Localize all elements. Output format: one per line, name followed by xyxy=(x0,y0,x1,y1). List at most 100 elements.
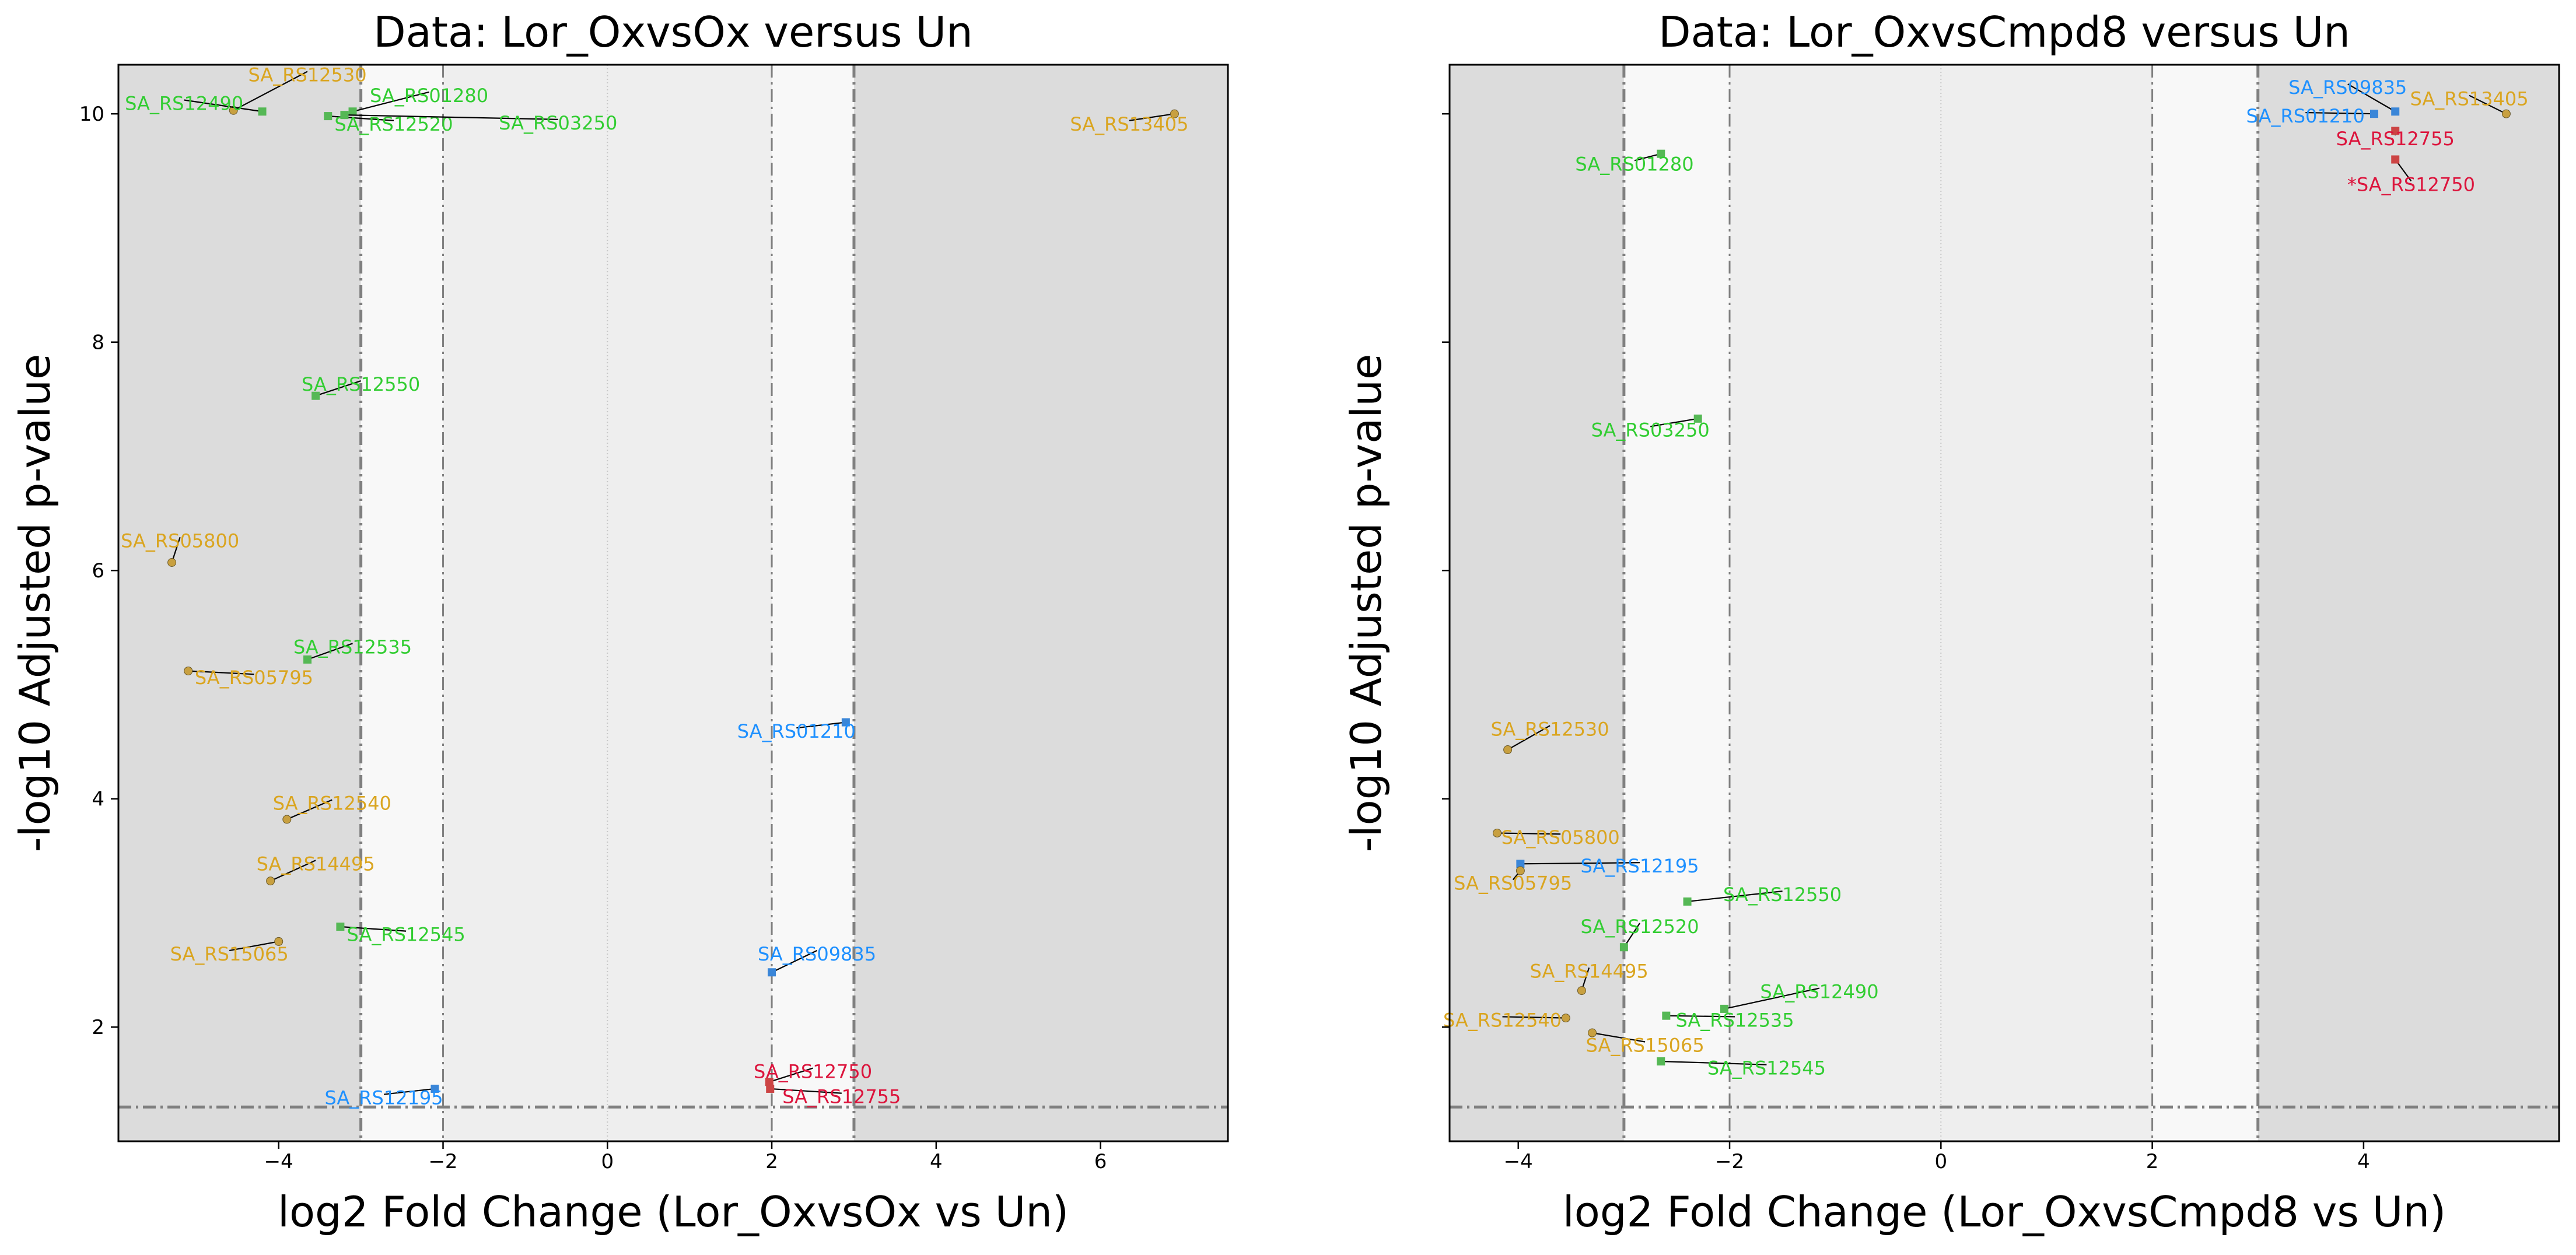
data-point xyxy=(1561,1014,1570,1023)
label-connector xyxy=(184,99,262,113)
y-tick-label: 6 xyxy=(92,559,104,583)
point-label: SA_RS12195 xyxy=(325,1087,443,1109)
chart-title: Data: Lor_OxvsCmpd8 versus Un xyxy=(1658,8,2350,57)
point-label: SA_RS01280 xyxy=(1575,153,1693,175)
data-point xyxy=(2391,155,2400,164)
point-label: SA_RS05795 xyxy=(195,667,313,689)
label-connector xyxy=(328,115,394,121)
label-connector xyxy=(771,949,818,973)
label-connector xyxy=(229,941,279,951)
point-label: SA_RS12755 xyxy=(782,1086,901,1108)
data-point xyxy=(2501,109,2511,118)
data-point xyxy=(167,558,177,567)
point-label: SA_RS12535 xyxy=(1676,1009,1794,1031)
point-label: SA_RS12490 xyxy=(1760,981,1878,1003)
data-point xyxy=(765,1078,774,1086)
label-connector xyxy=(2305,111,2375,115)
data-point xyxy=(229,106,238,115)
point-label: SA_RS09835 xyxy=(758,943,876,965)
label-connector xyxy=(1650,418,1698,427)
data-point xyxy=(266,877,275,886)
point-label: SA_RS03250 xyxy=(499,112,617,134)
data-point xyxy=(1662,1011,1671,1020)
data-point xyxy=(348,107,357,116)
data-point xyxy=(1619,943,1628,952)
x-tick-label: 4 xyxy=(2357,1150,2370,1173)
point-label: SA_RS12540 xyxy=(1443,1009,1562,1031)
point-label: SA_RS01280 xyxy=(370,85,488,107)
label-connector xyxy=(1520,862,1640,865)
data-point xyxy=(1516,860,1525,868)
data-point xyxy=(184,666,193,675)
data-point xyxy=(1588,1028,1597,1037)
label-connector xyxy=(315,380,361,397)
chart-title: Data: Lor_OxvsOx versus Un xyxy=(373,8,973,57)
region-strong-down xyxy=(1450,65,1624,1141)
label-connector xyxy=(188,670,254,675)
x-tick-label: 6 xyxy=(1094,1150,1107,1173)
point-label: SA_RS13405 xyxy=(1070,113,1188,135)
data-point xyxy=(768,968,776,977)
x-tick-label: 4 xyxy=(930,1150,943,1173)
label-connector xyxy=(770,1088,842,1094)
data-point xyxy=(303,655,312,664)
y-tick-label: 4 xyxy=(92,788,104,811)
data-point xyxy=(340,111,349,120)
data-point xyxy=(312,391,320,400)
region-moderate-up xyxy=(2152,65,2258,1141)
point-label: SA_RS12530 xyxy=(1491,718,1609,740)
data-point xyxy=(324,112,332,121)
point-label: SA_RS12550 xyxy=(302,373,420,395)
region-moderate-down xyxy=(360,65,443,1141)
y-tick-label: 8 xyxy=(92,331,104,355)
plot-frame xyxy=(117,64,1229,1142)
data-point xyxy=(336,922,345,931)
label-connector xyxy=(1666,1015,1735,1018)
point-label: *SA_RS12750 xyxy=(2347,174,2475,196)
point-label: SA_RS12750 xyxy=(754,1061,872,1083)
data-point xyxy=(1170,109,1179,118)
data-point xyxy=(430,1084,439,1093)
point-label: SA_RS12550 xyxy=(1723,884,1842,906)
label-connector xyxy=(233,71,308,111)
label-connector xyxy=(307,643,353,660)
region-strong-up xyxy=(2258,65,2559,1141)
x-tick-label: −2 xyxy=(428,1150,457,1173)
region-strong-up xyxy=(853,65,1228,1141)
plot-frame xyxy=(1448,64,2560,1142)
y-axis-label: -log10 Adjusted p-value xyxy=(10,354,60,853)
x-tick-label: 2 xyxy=(2146,1150,2159,1173)
label-connector xyxy=(1507,725,1550,751)
point-label: SA_RS12490 xyxy=(125,93,243,115)
data-point xyxy=(1516,866,1525,875)
label-connector xyxy=(352,91,429,113)
region-moderate-down xyxy=(1623,65,1730,1141)
label-connector xyxy=(1497,832,1561,835)
label-connector xyxy=(1687,891,1783,903)
label-connector xyxy=(340,926,407,932)
point-label: SA_RS14495 xyxy=(257,853,375,875)
point-label: SA_RS15065 xyxy=(170,943,289,965)
point-label: SA_RS15065 xyxy=(1586,1035,1704,1057)
point-label: SA_RS12520 xyxy=(1580,916,1699,938)
point-label: SA_RS03250 xyxy=(1591,419,1710,441)
label-connector xyxy=(2469,94,2507,115)
label-connector xyxy=(1661,1060,1767,1065)
label-connector xyxy=(286,799,332,820)
point-label: SA_RS12535 xyxy=(293,636,412,658)
data-point xyxy=(274,937,284,946)
data-point xyxy=(766,1084,775,1093)
label-connector xyxy=(2347,83,2396,113)
point-label: SA_RS12195 xyxy=(1580,855,1699,877)
point-label: SA_RS05800 xyxy=(1502,826,1620,849)
point-label: SA_RS12545 xyxy=(1707,1057,1826,1079)
data-point xyxy=(1693,414,1702,423)
label-connector xyxy=(1129,113,1175,121)
y-tick-label: 10 xyxy=(79,103,104,126)
x-tick-label: 0 xyxy=(1934,1150,1947,1173)
data-point xyxy=(1577,986,1586,995)
point-label: SA_RS12530 xyxy=(248,64,366,86)
x-tick-label: 0 xyxy=(601,1150,614,1173)
label-connector xyxy=(796,721,846,729)
